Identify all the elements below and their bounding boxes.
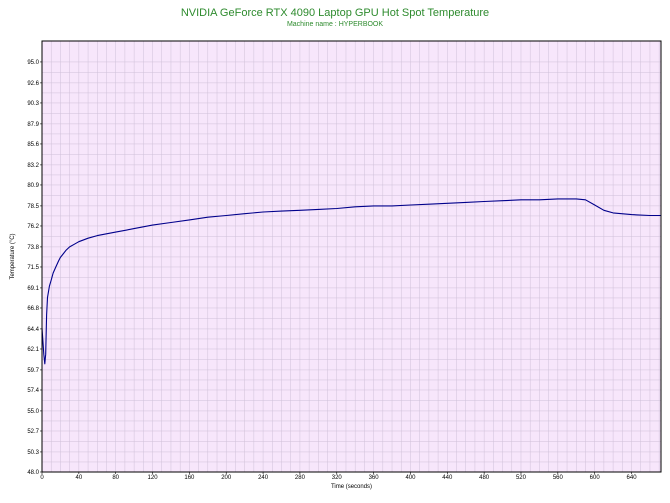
y-tick-label: 69.1 <box>27 286 39 292</box>
y-tick-label: 95.0 <box>27 60 39 66</box>
x-tick-label: 440 <box>442 475 453 481</box>
y-tick-label: 73.8 <box>27 245 39 251</box>
x-tick-label: 40 <box>76 475 83 481</box>
y-tick-label: 92.6 <box>27 81 39 87</box>
y-tick-label: 52.7 <box>27 429 39 435</box>
x-axis-label: Time (seconds) <box>331 484 372 490</box>
y-tick-label: 59.7 <box>27 368 39 374</box>
x-tick-label: 480 <box>479 475 490 481</box>
y-axis-label: Temperature (°C) <box>10 233 16 279</box>
y-tick-label: 50.3 <box>27 450 39 456</box>
chart-title: NVIDIA GeForce RTX 4090 Laptop GPU Hot S… <box>180 7 490 19</box>
x-tick-label: 320 <box>332 475 343 481</box>
x-tick-label: 600 <box>590 475 601 481</box>
x-tick-label: 160 <box>184 475 195 481</box>
y-tick-label: 90.3 <box>27 101 39 107</box>
y-tick-label: 55.0 <box>27 409 39 415</box>
x-tick-label: 240 <box>258 475 269 481</box>
x-tick-label: 400 <box>405 475 416 481</box>
plot-frame <box>41 40 662 473</box>
y-tick-label: 62.1 <box>27 347 39 353</box>
x-tick-label: 280 <box>295 475 306 481</box>
chart-subtitle: Machine name : HYPERBOOK <box>286 21 384 28</box>
y-tick-label: 83.2 <box>27 163 39 169</box>
y-tick-label: 48.0 <box>27 470 39 476</box>
y-tick-label: 71.5 <box>27 265 39 271</box>
x-tick-label: 520 <box>516 475 527 481</box>
x-tick-label: 120 <box>148 475 159 481</box>
x-tick-label: 0 <box>40 475 44 481</box>
y-tick-label: 87.9 <box>27 122 39 128</box>
y-tick-label: 80.9 <box>27 183 39 189</box>
y-tick-label: 64.4 <box>27 327 39 333</box>
x-tick-label: 80 <box>112 475 119 481</box>
x-tick-label: 560 <box>553 475 564 481</box>
y-tick-label: 66.8 <box>27 306 39 312</box>
y-tick-label: 57.4 <box>27 388 39 394</box>
y-tick-label: 78.5 <box>27 204 39 210</box>
x-tick-label: 200 <box>221 475 232 481</box>
y-tick-label: 85.6 <box>27 142 39 148</box>
x-tick-label: 360 <box>369 475 380 481</box>
plot-area <box>42 41 661 472</box>
series-line-0 <box>41 198 661 365</box>
x-tick-label: 640 <box>627 475 638 481</box>
y-tick-label: 76.2 <box>27 224 39 230</box>
